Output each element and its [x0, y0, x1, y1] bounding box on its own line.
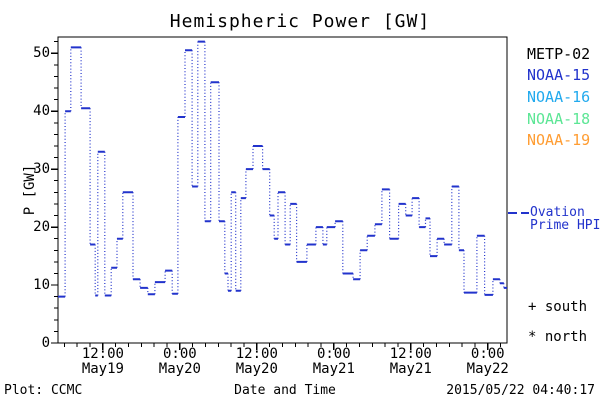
minor-tick-marks	[54, 41, 502, 347]
plus-marker-icon: +	[528, 299, 537, 315]
legend-marker-south-label: south	[544, 299, 588, 315]
hpi-step-line-connectors	[64, 41, 505, 297]
x-tick-label-May20-000: 0:00 May20	[158, 346, 201, 377]
plot-frame	[57, 36, 508, 344]
plot-source-label: Plot: CCMC	[4, 383, 83, 398]
x-tick-label-May21-1200: 12:00 May21	[389, 346, 432, 377]
x-tick-label-May22-000: 0:00 May22	[466, 346, 509, 377]
legend-item-metp-02: METP-02	[527, 45, 591, 63]
legend-ovation-label: Ovation Prime HPI	[530, 205, 600, 233]
hpi-step-line	[58, 40, 507, 298]
x-axis-label: Date and Time	[234, 383, 336, 398]
major-tick-marks	[51, 52, 489, 350]
y-tick-label-0: 0	[41, 335, 50, 351]
y-tick-label-30: 30	[33, 161, 50, 178]
chart-title: Hemispheric Power [GW]	[169, 11, 431, 32]
plot-timestamp: 2015/05/22 04:40:17	[446, 383, 595, 398]
x-tick-label-May19-1200: 12:00 May19	[81, 346, 124, 377]
x-tick-label-May21-000: 0:00 May21	[312, 346, 355, 377]
legend-marker-south: + south	[528, 299, 587, 315]
legend-item-noaa-15: NOAA-15	[527, 66, 591, 84]
y-tick-label-50: 50	[33, 45, 50, 62]
legend-item-noaa-19: NOAA-19	[527, 131, 591, 149]
legend-item-noaa-16: NOAA-16	[527, 88, 591, 106]
asterisk-marker-icon: *	[528, 329, 537, 345]
y-tick-label-10: 10	[33, 277, 50, 294]
legend-item-noaa-18: NOAA-18	[527, 110, 591, 128]
legend-marker-north: * north	[528, 329, 587, 345]
legend-marker-north-label: north	[544, 329, 588, 345]
y-tick-label-20: 20	[33, 219, 50, 236]
y-tick-label-40: 40	[33, 103, 50, 120]
x-tick-label-May20-1200: 12:00 May20	[235, 346, 278, 377]
